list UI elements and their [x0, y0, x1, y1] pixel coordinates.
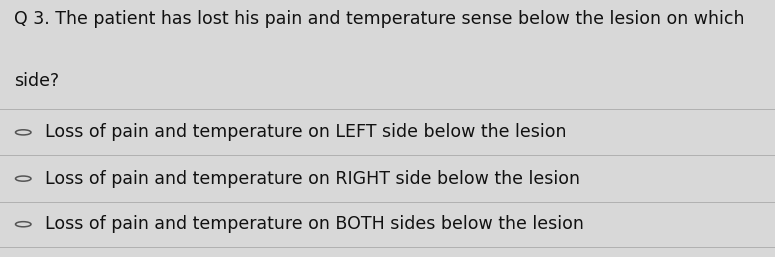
- Text: side?: side?: [14, 72, 59, 90]
- Text: Loss of pain and temperature on RIGHT side below the lesion: Loss of pain and temperature on RIGHT si…: [45, 170, 580, 188]
- Text: Loss of pain and temperature on LEFT side below the lesion: Loss of pain and temperature on LEFT sid…: [45, 123, 567, 141]
- Text: Q 3. The patient has lost his pain and temperature sense below the lesion on whi: Q 3. The patient has lost his pain and t…: [14, 10, 745, 28]
- Text: Loss of pain and temperature on BOTH sides below the lesion: Loss of pain and temperature on BOTH sid…: [45, 215, 584, 233]
